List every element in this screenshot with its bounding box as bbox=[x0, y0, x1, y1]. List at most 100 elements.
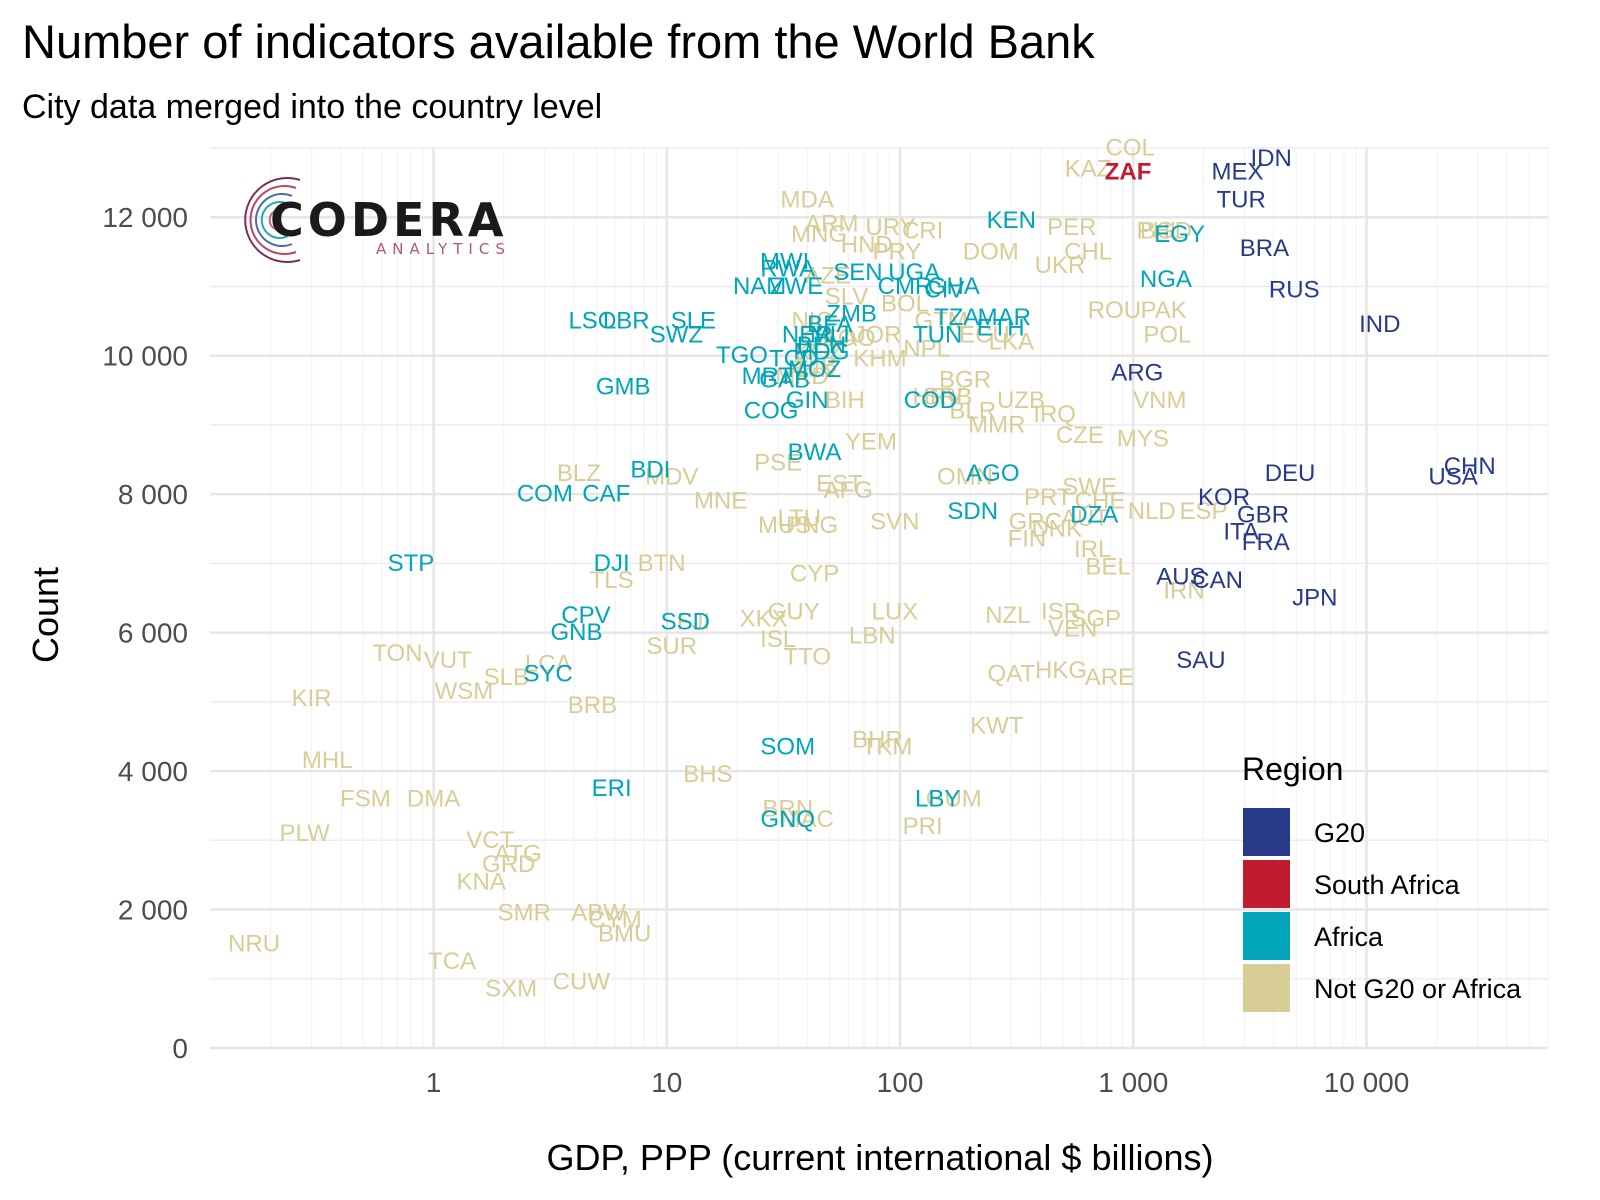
point-label-cog: COG bbox=[744, 398, 799, 425]
point-label-ury: URY bbox=[865, 214, 915, 241]
point-label-lbr: LBR bbox=[603, 308, 650, 335]
point-label-ben: BEN bbox=[797, 332, 846, 359]
point-label-moz: MOZ bbox=[788, 356, 841, 383]
point-label-dom: DOM bbox=[963, 238, 1019, 265]
point-label-vct: VCT bbox=[466, 827, 514, 854]
legend-label: G20 bbox=[1314, 818, 1365, 848]
point-label-pol: POL bbox=[1143, 321, 1191, 348]
point-label-tza: TZA bbox=[934, 304, 979, 331]
point-label-col: COL bbox=[1106, 135, 1155, 162]
point-label-afg: AFG bbox=[824, 477, 873, 504]
legend-title: Region bbox=[1242, 751, 1343, 787]
point-label-swz: SWZ bbox=[650, 321, 703, 348]
legend-key bbox=[1243, 912, 1290, 960]
point-label-mwi: MWI bbox=[760, 249, 809, 276]
logo-tagline: ANALYTICS bbox=[376, 240, 511, 258]
point-label-dza: DZA bbox=[1070, 501, 1118, 528]
point-label-cyp: CYP bbox=[790, 560, 839, 587]
point-label-omn: OMN bbox=[937, 463, 993, 490]
point-label-slb: SLB bbox=[484, 664, 529, 691]
point-label-caf: CAF bbox=[582, 481, 630, 508]
point-label-pry: PRY bbox=[872, 238, 921, 265]
point-label-srb: SRB bbox=[923, 384, 972, 411]
point-label-uzb: UZB bbox=[997, 387, 1045, 414]
point-label-bra: BRA bbox=[1240, 235, 1289, 262]
point-label-hrv: HRV bbox=[913, 384, 963, 411]
point-label-dma: DMA bbox=[407, 785, 460, 812]
point-label-swe: SWE bbox=[1062, 474, 1117, 501]
point-label-irn: IRN bbox=[1163, 578, 1204, 605]
point-label-ven: VEN bbox=[1048, 616, 1097, 643]
point-label-wsm: WSM bbox=[435, 678, 494, 705]
point-label-nam: NAM bbox=[733, 273, 786, 300]
point-label-bih: BIH bbox=[825, 387, 865, 414]
point-label-lby: LBY bbox=[915, 785, 960, 812]
point-label-civ: CIV bbox=[924, 276, 964, 303]
point-label-nga: NGA bbox=[1140, 266, 1192, 293]
point-label-cze: CZE bbox=[1056, 422, 1104, 449]
point-label-tkm: TKM bbox=[862, 733, 913, 760]
codera-logo: CODERA ANALYTICS bbox=[244, 177, 511, 263]
point-label-mex: MEX bbox=[1212, 159, 1264, 186]
point-label-sen: SEN bbox=[833, 259, 882, 286]
legend-label: Africa bbox=[1314, 922, 1384, 952]
point-label-guy: GUY bbox=[768, 598, 820, 625]
point-label-rwa: RWA bbox=[760, 256, 815, 283]
point-label-gab: GAB bbox=[759, 366, 810, 393]
point-label-npl: NPL bbox=[903, 335, 950, 362]
point-label-bel: BEL bbox=[1085, 553, 1130, 580]
point-label-cri: CRI bbox=[902, 218, 943, 245]
point-label-slv: SLV bbox=[825, 283, 869, 310]
point-label-gnq: GNQ bbox=[760, 806, 815, 833]
point-label-mus: MUS bbox=[758, 512, 811, 539]
point-label-kwt: KWT bbox=[970, 713, 1024, 740]
point-label-ecu: ECU bbox=[959, 321, 1010, 348]
point-label-rou: ROU bbox=[1088, 297, 1141, 324]
minor-gridlines bbox=[210, 147, 1549, 1048]
point-label-ton: TON bbox=[372, 640, 422, 667]
point-label-zaf: ZAF bbox=[1105, 159, 1152, 186]
x-tick-label: 10 000 bbox=[1324, 1067, 1410, 1098]
point-label-gmb: GMB bbox=[596, 373, 651, 400]
point-label-zmb: ZMB bbox=[826, 301, 877, 328]
y-tick-label: 12 000 bbox=[102, 202, 188, 233]
x-tick-label: 1 000 bbox=[1098, 1067, 1168, 1098]
point-label-tto: TTO bbox=[783, 643, 831, 670]
point-label-pak: PAK bbox=[1141, 297, 1187, 324]
point-label-mne: MNE bbox=[694, 488, 747, 515]
point-label-aus: AUS bbox=[1156, 564, 1205, 591]
point-label-smr: SMR bbox=[498, 900, 551, 927]
point-label-btn: BTN bbox=[638, 550, 686, 577]
logo-mark-icon bbox=[244, 177, 301, 263]
point-label-jor: JOR bbox=[853, 321, 901, 348]
point-label-lao: LAO bbox=[828, 325, 876, 352]
point-label-kgz: KGZ bbox=[794, 339, 843, 366]
point-label-ner: NER bbox=[782, 321, 833, 348]
point-label-cuw: CUW bbox=[553, 969, 611, 996]
point-label-dji: DJI bbox=[594, 550, 630, 577]
point-label-mmr: MMR bbox=[968, 411, 1025, 438]
point-label-alb: ALB bbox=[792, 353, 837, 380]
point-label-mda: MDA bbox=[781, 186, 834, 213]
point-label-gbr: GBR bbox=[1237, 501, 1289, 528]
point-label-chn: CHN bbox=[1444, 453, 1496, 480]
point-label-sle: SLE bbox=[671, 308, 716, 335]
point-label-nld: NLD bbox=[1128, 498, 1176, 525]
point-label-uga: UGA bbox=[888, 259, 940, 286]
point-label-kor: KOR bbox=[1198, 484, 1250, 511]
point-label-lka: LKA bbox=[989, 328, 1034, 355]
point-label-fji: FJI bbox=[677, 609, 710, 636]
y-tick-label: 8 000 bbox=[118, 479, 188, 510]
point-label-cpv: CPV bbox=[561, 602, 610, 629]
point-label-zwe: ZWE bbox=[770, 273, 823, 300]
point-label-bhs: BHS bbox=[683, 761, 732, 788]
y-tick-label: 4 000 bbox=[118, 756, 188, 787]
point-label-irl: IRL bbox=[1074, 536, 1111, 563]
y-axis-title: Count bbox=[25, 567, 66, 663]
point-label-ago: AGO bbox=[966, 460, 1019, 487]
point-label-mar: MAR bbox=[978, 304, 1031, 331]
point-label-fra: FRA bbox=[1242, 529, 1290, 556]
point-label-fin: FIN bbox=[1008, 526, 1047, 553]
point-label-blz: BLZ bbox=[557, 460, 601, 487]
